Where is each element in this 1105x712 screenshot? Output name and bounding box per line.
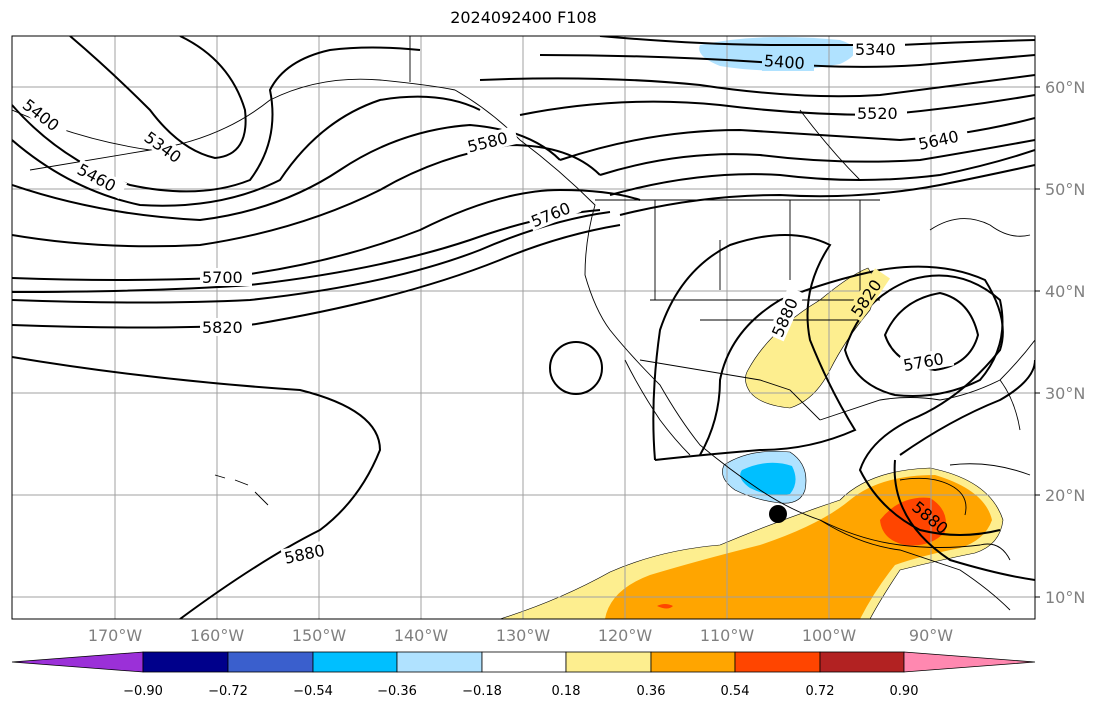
colorbar-tick-label: −0.72 — [208, 684, 248, 699]
contour-5880-closed-small — [548, 341, 604, 395]
contour-label-5820: 5820 — [202, 318, 243, 337]
lat-label-20n: 20°N — [1045, 486, 1086, 505]
positive-anomaly-red — [880, 497, 946, 546]
lat-label-50n: 50°N — [1045, 180, 1086, 199]
lon-label-120w: 120°W — [597, 626, 653, 645]
colorbar-bin — [565, 651, 652, 673]
contour-label-5460-west: 5460 — [74, 160, 119, 196]
contour-5400-west — [12, 46, 421, 193]
colorbar-bin — [819, 651, 905, 673]
colorbar — [11, 651, 1036, 673]
colorbar-bin — [142, 651, 229, 673]
contour-5520-east — [519, 94, 1035, 117]
contour-label-5520-east: 5520 — [857, 104, 898, 123]
contour-5340-west — [69, 36, 247, 160]
lon-label-140w: 140°W — [393, 626, 449, 645]
contour-5520-west — [12, 123, 561, 222]
contour-label-5880-pacific: 5880 — [283, 541, 327, 568]
colorbar-extend-low — [11, 651, 144, 673]
contour-5580-west — [12, 143, 601, 248]
lon-label-160w: 160°W — [189, 626, 245, 645]
us-mexico-border — [639, 359, 821, 421]
colorbar-extend-high — [903, 651, 1036, 673]
lon-label-130w: 130°W — [495, 626, 551, 645]
lon-label-150w: 150°W — [291, 626, 347, 645]
map-title: 2024092400 F108 — [450, 8, 597, 27]
lat-label-60n: 60°N — [1045, 78, 1086, 97]
colorbar-tick-label: −0.18 — [462, 684, 502, 699]
lat-label-30n: 30°N — [1045, 384, 1086, 403]
gulf-coast — [819, 339, 1035, 421]
colorbar-bin — [734, 651, 821, 673]
contour-label-5700: 5700 — [202, 268, 243, 287]
positive-anomaly-red-small — [657, 604, 673, 609]
baja-california — [624, 359, 691, 456]
lon-label-110w: 110°W — [699, 626, 755, 645]
lon-label-170w: 170°W — [87, 626, 143, 645]
colorbar-bin — [481, 651, 567, 673]
lon-label-100w: 100°W — [801, 626, 857, 645]
contour-5700-east — [609, 149, 1035, 196]
colorbar-bin — [396, 651, 483, 673]
contour-5760-east — [619, 164, 1035, 216]
map-frame — [11, 35, 1036, 620]
colorbar-bin — [312, 651, 398, 673]
hawaii — [214, 474, 269, 506]
state-lines — [650, 200, 880, 321]
colorbar-tick-label: 0.72 — [805, 684, 835, 699]
contour-5640-east — [599, 139, 1035, 176]
contour-5880-ridge — [652, 234, 857, 461]
contour-5880-gulf — [893, 359, 1035, 581]
contour-5760-west — [12, 211, 611, 304]
contour-label-5580: 5580 — [466, 128, 510, 156]
lat-label-40n: 40°N — [1045, 282, 1086, 301]
contour-5820-trough — [699, 265, 1004, 536]
colorbar-tick-label: −0.36 — [377, 684, 417, 699]
aleutians — [29, 149, 151, 171]
colorbar-tick-label: 0.18 — [551, 684, 581, 699]
colorbar-tick-label: −0.90 — [123, 684, 163, 699]
colorbar-tick-label: 0.54 — [720, 684, 750, 699]
contour-5760-closed-low — [843, 274, 1004, 397]
contour-label-5760-low: 5760 — [902, 349, 945, 375]
contour-5880-pacific — [12, 356, 382, 619]
cuba — [949, 463, 1031, 476]
contour-label-5400-east: 5400 — [763, 51, 805, 73]
hudson-bay — [799, 109, 861, 181]
colorbar-tick-label: −0.54 — [293, 684, 333, 699]
colorbar-bin — [227, 651, 314, 673]
anomaly-shading — [499, 36, 1004, 619]
colorbar-tick-label: 0.36 — [636, 684, 666, 699]
contour-5340-east — [599, 36, 1035, 46]
lat-label-10n: 10°N — [1045, 588, 1086, 607]
contour-5640-west — [12, 188, 641, 281]
contour-5460-west — [12, 95, 481, 207]
colorbar-tick-label: 0.90 — [889, 684, 919, 699]
great-lakes — [929, 218, 1031, 237]
storm-position-marker — [769, 505, 787, 523]
negative-anomaly-mid-mexico — [740, 462, 796, 496]
coastlines — [12, 36, 1035, 611]
contour-5400-east — [539, 54, 1035, 68]
contour-5700-west — [12, 209, 601, 293]
contour-label-5640-east: 5640 — [917, 127, 961, 154]
yucatan — [899, 477, 967, 516]
alaska-coast — [12, 78, 456, 151]
lon-label-90w: 90°W — [908, 626, 954, 645]
north-america-west-coast — [454, 89, 1011, 561]
contour-label-5760: 5760 — [528, 198, 573, 231]
lat-ticks — [1035, 86, 1040, 598]
contour-5460-east — [479, 74, 1035, 98]
central-america — [819, 519, 1011, 611]
contour-5820 — [12, 224, 621, 329]
florida — [999, 379, 1021, 431]
colorbar-bin — [650, 651, 736, 673]
contour-label-5340-east: 5340 — [855, 40, 896, 59]
